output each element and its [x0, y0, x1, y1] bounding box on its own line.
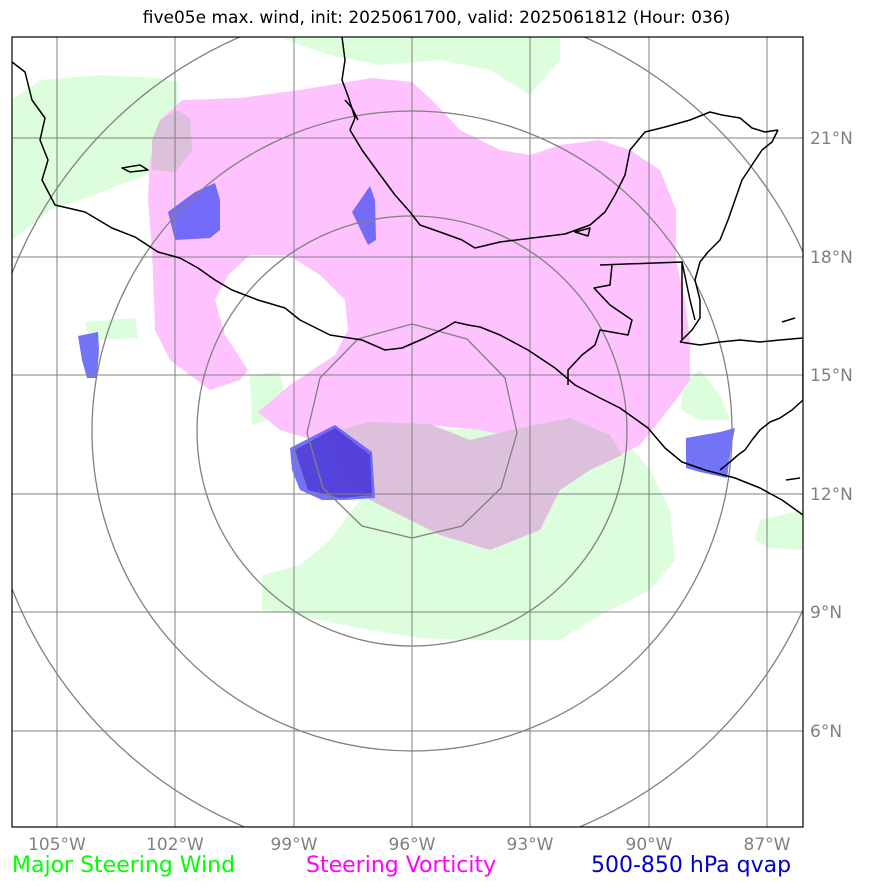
lat-label: 15°N [810, 366, 853, 386]
vorticity-region [148, 78, 690, 455]
qvap-region-1 [168, 183, 220, 240]
yucatan-east-coast [679, 129, 779, 343]
range-ring-2 [196, 215, 628, 647]
wind-region-west-small [85, 318, 138, 340]
latitude-labels: 21°N 18°N 15°N 12°N 9°N 6°N [810, 129, 853, 742]
lon-label: 90°W [626, 835, 673, 855]
overlap-region-south [330, 418, 622, 550]
fonseca-coast [719, 449, 746, 471]
lon-label: 102°W [146, 835, 204, 855]
lat-label: 18°N [810, 248, 853, 268]
island-1 [121, 164, 149, 173]
honduras-coast [744, 340, 803, 451]
lat-label: 21°N [810, 129, 853, 149]
overlap-regions [152, 110, 622, 550]
graticule [12, 37, 803, 827]
mexico-pacific-coast [12, 61, 803, 516]
range-rings [12, 37, 803, 827]
lon-label: 105°W [28, 835, 86, 855]
lon-label: 96°W [389, 835, 436, 855]
qvap-core [295, 428, 372, 498]
lat-label: 12°N [810, 485, 853, 505]
wind-region-northwest [12, 75, 178, 240]
lon-label: 87°W [744, 835, 791, 855]
island-2 [344, 99, 359, 121]
overlap-region-northwest [152, 110, 192, 172]
longitude-labels: 105°W 102°W 99°W 96°W 93°W 90°W 87°W [28, 835, 791, 855]
gulf-coast [341, 37, 779, 249]
legend-vorticity: Steering Vorticity [306, 853, 497, 878]
map-frame [11, 36, 804, 828]
lat-label: 9°N [810, 603, 842, 623]
island-4 [781, 317, 796, 323]
belize-border [681, 261, 696, 321]
range-ring-1 [306, 323, 518, 539]
island-5 [785, 477, 801, 481]
island-3 [574, 227, 591, 237]
range-ring-3 [91, 110, 733, 752]
legend-qvap: 500-850 hPa qvap [591, 853, 792, 878]
wind-region-east [680, 370, 730, 420]
coastlines [12, 37, 803, 516]
qvap-region-3 [78, 332, 99, 378]
lon-label: 99°W [271, 835, 318, 855]
lon-label: 93°W [507, 835, 554, 855]
lat-label: 6°N [810, 722, 842, 742]
wind-region-north [280, 37, 560, 95]
map-title: five05e max. wind, init: 2025061700, val… [142, 8, 731, 28]
legend-wind: Major Steering Wind [12, 853, 236, 878]
qvap-region-2 [352, 186, 376, 245]
wind-region-far-east [755, 510, 803, 550]
central-america-caribbean [679, 337, 803, 346]
qvap-region-5 [686, 428, 735, 478]
